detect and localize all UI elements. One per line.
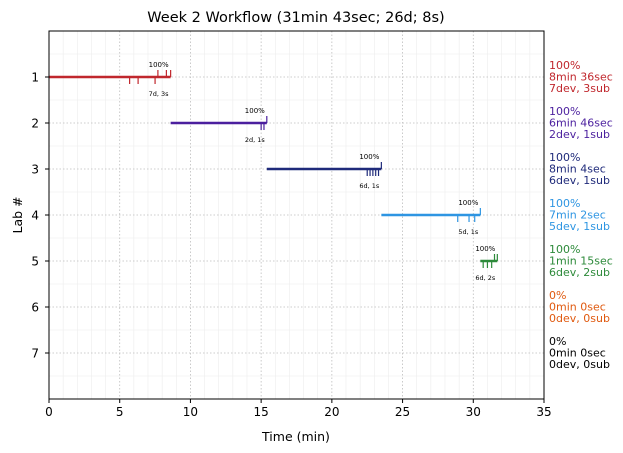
x-tick-label: 0 <box>45 405 53 419</box>
lab-summary-line: 8min 36sec <box>549 71 613 84</box>
x-tick-label: 25 <box>395 405 410 419</box>
lab-summary-line: 0% <box>549 335 566 348</box>
x-tick-label: 30 <box>466 405 481 419</box>
lab-summary-line: 0% <box>549 289 566 302</box>
lab-summary-line: 0dev, 0sub <box>549 358 610 371</box>
completion-label: 100% <box>149 61 169 69</box>
y-axis-label: Lab # <box>10 196 25 233</box>
lab-summary-line: 6min 46sec <box>549 117 613 130</box>
y-tick-label: 2 <box>31 117 39 131</box>
lab-summary-line: 5dev, 1sub <box>549 220 610 233</box>
lab-bars: 100% 7d, 3s 100% 2d, 1s 100% 6d, 1s 100% 5d, 1s… <box>49 61 498 282</box>
y-tick-label: 4 <box>31 209 39 223</box>
x-tick-label: 15 <box>254 405 269 419</box>
lab-summary-line: 100% <box>549 105 580 118</box>
lab-summary-line: 2dev, 1sub <box>549 128 610 141</box>
completion-label: 100% <box>458 199 478 207</box>
y-tick-label: 3 <box>31 163 39 177</box>
lab-summary-line: 0min 0sec <box>549 301 606 314</box>
activity-label: 6d, 1s <box>359 182 380 190</box>
lab-summary-line: 100% <box>549 243 580 256</box>
y-tick-label: 5 <box>31 255 39 269</box>
completion-label: 100% <box>245 107 265 115</box>
y-tick-label: 7 <box>31 347 39 361</box>
completion-label: 100% <box>475 245 495 253</box>
activity-label: 5d, 1s <box>458 228 479 236</box>
x-axis: 0 5 10 15 20 25 30 35 <box>45 399 552 419</box>
lab-summary-line: 100% <box>549 59 580 72</box>
completion-label: 100% <box>359 153 379 161</box>
lab-summary-line: 0min 0sec <box>549 347 606 360</box>
y-axis: 1 2 3 4 5 6 7 <box>31 71 49 361</box>
lab-summary-line: 1min 15sec <box>549 255 613 268</box>
x-tick-label: 35 <box>536 405 551 419</box>
lab-summary-line: 6dev, 1sub <box>549 174 610 187</box>
lab-summary-line: 100% <box>549 197 580 210</box>
lab-summary-line: 7dev, 3sub <box>549 82 610 95</box>
x-axis-label: Time (min) <box>261 429 330 444</box>
y-tick-label: 6 <box>31 301 39 315</box>
activity-label: 2d, 1s <box>245 136 266 144</box>
lab-summary-line: 0dev, 0sub <box>549 312 610 325</box>
x-tick-label: 20 <box>324 405 339 419</box>
y-tick-label: 1 <box>31 71 39 85</box>
activity-label: 6d, 2s <box>475 274 496 282</box>
lab-summary-line: 100% <box>549 151 580 164</box>
chart-title: Week 2 Workflow (31min 43sec; 26d; 8s) <box>147 10 444 26</box>
lab-summary-line: 6dev, 2sub <box>549 266 610 279</box>
x-tick-label: 5 <box>116 405 124 419</box>
lab-summary-line: 7min 2sec <box>549 209 606 222</box>
activity-label: 7d, 3s <box>149 90 170 98</box>
lab-summary-line: 8min 4sec <box>549 163 606 176</box>
x-tick-label: 10 <box>183 405 198 419</box>
